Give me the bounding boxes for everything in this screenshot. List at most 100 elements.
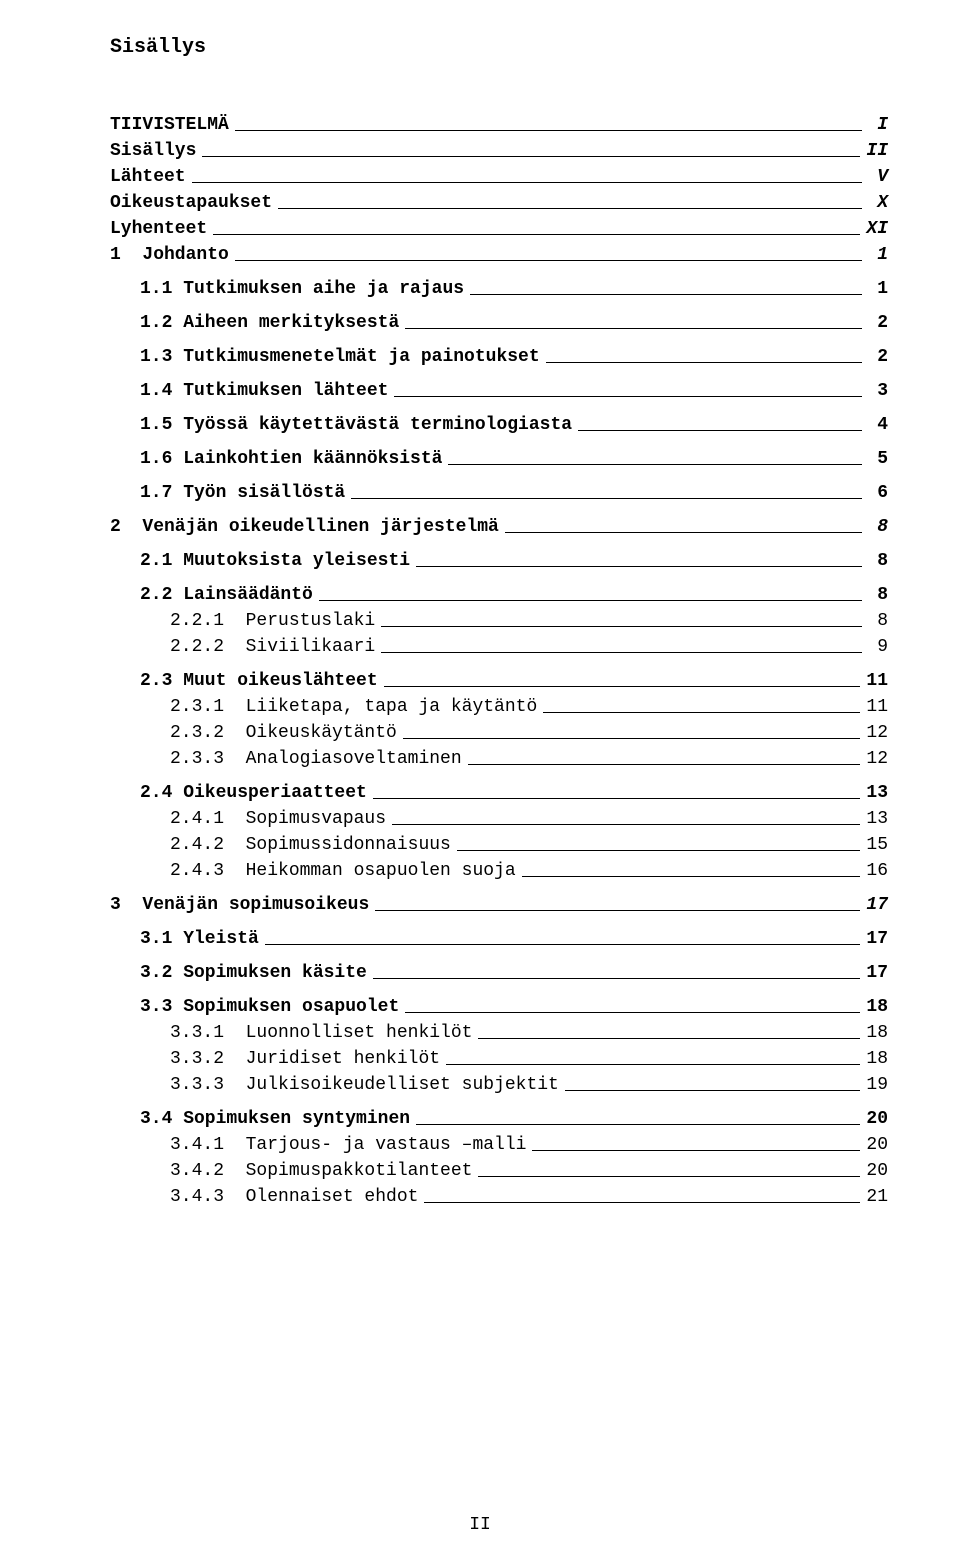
- toc-page-number: 1: [868, 245, 888, 265]
- toc-label: 1.7 Työn sisällöstä: [140, 483, 345, 503]
- toc-leader: [543, 712, 860, 713]
- toc-page-number: 11: [866, 671, 888, 691]
- toc-label: 1 Johdanto: [110, 245, 229, 265]
- toc-page-number: 11: [866, 697, 888, 717]
- toc-row: 1.5 Työssä käytettävästä terminologiasta…: [110, 415, 888, 435]
- toc-label: 3.2 Sopimuksen käsite: [140, 963, 367, 983]
- toc-label: Lyhenteet: [110, 219, 207, 239]
- toc-page-number: 20: [866, 1109, 888, 1129]
- toc-label: 2.4 Oikeusperiaatteet: [140, 783, 367, 803]
- toc-page-number: 12: [866, 749, 888, 769]
- toc-page-number: 15: [866, 835, 888, 855]
- toc-page-number: II: [866, 141, 888, 161]
- toc-row: 3.3.2 Juridiset henkilöt 18: [110, 1049, 888, 1069]
- toc-label: 1.5 Työssä käytettävästä terminologiasta: [140, 415, 572, 435]
- toc-leader: [235, 130, 862, 131]
- toc-page-number: 13: [866, 783, 888, 803]
- toc-page-number: 8: [868, 517, 888, 537]
- toc-row: 3.1 Yleistä17: [110, 929, 888, 949]
- toc-row: 1.2 Aiheen merkityksestä2: [110, 313, 888, 333]
- toc-page-number: 4: [868, 415, 888, 435]
- toc-row: 2.1 Muutoksista yleisesti8: [110, 551, 888, 571]
- toc-leader: [235, 260, 862, 261]
- toc-page-number: 3: [868, 381, 888, 401]
- toc-page-number: 20: [866, 1161, 888, 1181]
- toc-leader: [278, 208, 862, 209]
- toc-row: 3.4.2 Sopimuspakkotilanteet 20: [110, 1161, 888, 1181]
- toc-row: 2.3.1 Liiketapa, tapa ja käytäntö11: [110, 697, 888, 717]
- toc-label: 1.6 Lainkohtien käännöksistä: [140, 449, 442, 469]
- toc-label: 3.4 Sopimuksen syntyminen: [140, 1109, 410, 1129]
- page-number-footer: II: [0, 1515, 960, 1535]
- toc-page-number: 18: [866, 997, 888, 1017]
- toc-label: 2.2.1 Perustuslaki: [170, 611, 375, 631]
- toc-leader: [392, 824, 860, 825]
- toc-leader: [470, 294, 862, 295]
- toc-page-number: 6: [868, 483, 888, 503]
- toc-page-number: XI: [866, 219, 888, 239]
- toc-row: 3.4.1 Tarjous- ja vastaus –malli20: [110, 1135, 888, 1155]
- toc-label: 3.4.1 Tarjous- ja vastaus –malli: [170, 1135, 526, 1155]
- toc-row: OikeustapauksetX: [110, 193, 888, 213]
- toc-page-number: 8: [868, 585, 888, 605]
- toc-label: 2.4.1 Sopimusvapaus: [170, 809, 386, 829]
- toc-row: 3.3.1 Luonnolliset henkilöt18: [110, 1023, 888, 1043]
- toc-row: 2.4.2 Sopimussidonnaisuus 15: [110, 835, 888, 855]
- toc-row: Lähteet V: [110, 167, 888, 187]
- toc-label: 3.3.3 Julkisoikeudelliset subjektit: [170, 1075, 559, 1095]
- toc-row: 1.3 Tutkimusmenetelmät ja painotukset2: [110, 347, 888, 367]
- toc-leader: [373, 798, 861, 799]
- toc-leader: [403, 738, 861, 739]
- toc-label: 3.3.2 Juridiset henkilöt: [170, 1049, 440, 1069]
- toc-label: 2.2.2 Siviilikaari: [170, 637, 375, 657]
- toc-leader: [578, 430, 862, 431]
- page: Sisällys TIIVISTELMÄ I SisällysII Lähteet VO…: [0, 0, 960, 1565]
- toc-page-number: 16: [866, 861, 888, 881]
- toc-row: 1.1 Tutkimuksen aihe ja rajaus1: [110, 279, 888, 299]
- toc-row: 3.4 Sopimuksen syntyminen 20: [110, 1109, 888, 1129]
- document-title: Sisällys: [110, 36, 888, 59]
- toc-leader: [192, 182, 862, 183]
- toc-label: 2.4.2 Sopimussidonnaisuus: [170, 835, 451, 855]
- toc-row: 3.2 Sopimuksen käsite17: [110, 963, 888, 983]
- toc-label: TIIVISTELMÄ: [110, 115, 229, 135]
- toc-row: 2.4.1 Sopimusvapaus13: [110, 809, 888, 829]
- toc-page-number: 5: [868, 449, 888, 469]
- toc-row: 3.3.3 Julkisoikeudelliset subjektit19: [110, 1075, 888, 1095]
- toc-page-number: 18: [866, 1023, 888, 1043]
- toc-page-number: V: [868, 167, 888, 187]
- toc-page-number: 21: [866, 1187, 888, 1207]
- toc-page-number: 18: [866, 1049, 888, 1069]
- toc-label: 3.4.3 Olennaiset ehdot: [170, 1187, 418, 1207]
- toc-page-number: 8: [868, 611, 888, 631]
- toc-label: 3.3 Sopimuksen osapuolet: [140, 997, 399, 1017]
- toc-label: Lähteet: [110, 167, 186, 187]
- toc-label: 1.3 Tutkimusmenetelmät ja painotukset: [140, 347, 540, 367]
- toc-page-number: 9: [868, 637, 888, 657]
- toc-leader: [373, 978, 861, 979]
- toc-row: 2 Venäjän oikeudellinen järjestelmä 8: [110, 517, 888, 537]
- toc-label: 3.4.2 Sopimuspakkotilanteet: [170, 1161, 472, 1181]
- table-of-contents: TIIVISTELMÄ I SisällysII Lähteet V Oikeustapa…: [110, 115, 888, 1207]
- toc-leader: [394, 396, 862, 397]
- toc-row: 2.4.3 Heikomman osapuolen suoja16: [110, 861, 888, 881]
- toc-leader: [416, 1124, 860, 1125]
- toc-row: SisällysII: [110, 141, 888, 161]
- toc-page-number: I: [868, 115, 888, 135]
- toc-page-number: 8: [868, 551, 888, 571]
- toc-row: 1.7 Työn sisällöstä 6: [110, 483, 888, 503]
- toc-row: 3.4.3 Olennaiset ehdot 21: [110, 1187, 888, 1207]
- toc-leader: [446, 1064, 860, 1065]
- toc-leader: [424, 1202, 860, 1203]
- toc-row: 2.2.2 Siviilikaari 9: [110, 637, 888, 657]
- toc-row: 2.2.1 Perustuslaki 8: [110, 611, 888, 631]
- toc-label: 2.2 Lainsäädäntö: [140, 585, 313, 605]
- toc-leader: [381, 652, 862, 653]
- toc-row: 2.4 Oikeusperiaatteet 13: [110, 783, 888, 803]
- toc-leader: [448, 464, 862, 465]
- toc-leader: [522, 876, 861, 877]
- toc-leader: [265, 944, 861, 945]
- toc-label: 2.3.2 Oikeuskäytäntö: [170, 723, 397, 743]
- toc-leader: [202, 156, 860, 157]
- toc-label: 2 Venäjän oikeudellinen järjestelmä: [110, 517, 499, 537]
